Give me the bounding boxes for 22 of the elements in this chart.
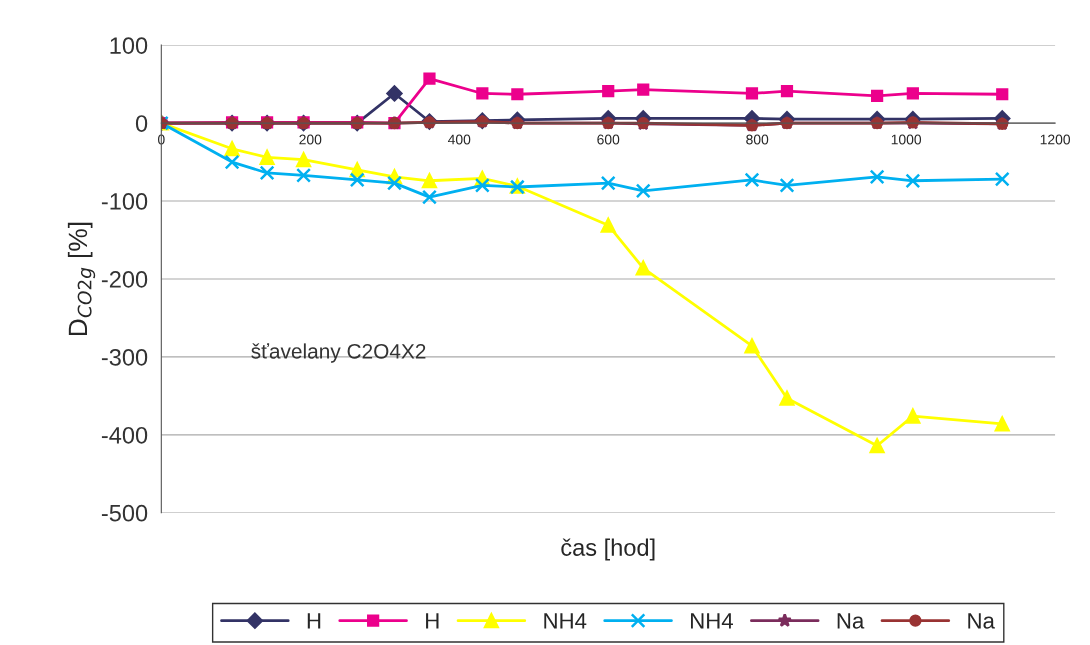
x-axis-title: čas [hod]: [561, 538, 655, 561]
legend-label: NH4: [691, 613, 733, 629]
x-tick-label: 400: [447, 134, 471, 145]
y-tick-label: -400: [101, 426, 148, 444]
x-tick-label: 1200: [1040, 134, 1071, 145]
annotation: šťavelany C2O4X2: [251, 343, 426, 363]
y-tick-label: -200: [101, 271, 148, 288]
legend-label: H: [426, 613, 439, 629]
legend-label: Na: [837, 613, 865, 629]
y-tick-label: 0: [135, 115, 148, 132]
y-axis-title: D$_{CO2g}$ [%]: [67, 222, 96, 336]
y-tick-label: 100: [110, 37, 148, 54]
x-tick-label: 800: [746, 134, 769, 145]
legend-label: NH4: [544, 613, 587, 629]
y-tick-label: -100: [101, 193, 148, 210]
x-tick-label: 600: [597, 134, 620, 145]
x-tick-label: 200: [299, 134, 322, 145]
legend-label: H: [307, 613, 321, 629]
y-tick-label: -500: [101, 504, 148, 522]
legend-label: Na: [968, 613, 995, 629]
y-tick-label: -300: [101, 348, 148, 366]
x-tick-label: 1000: [891, 134, 922, 145]
